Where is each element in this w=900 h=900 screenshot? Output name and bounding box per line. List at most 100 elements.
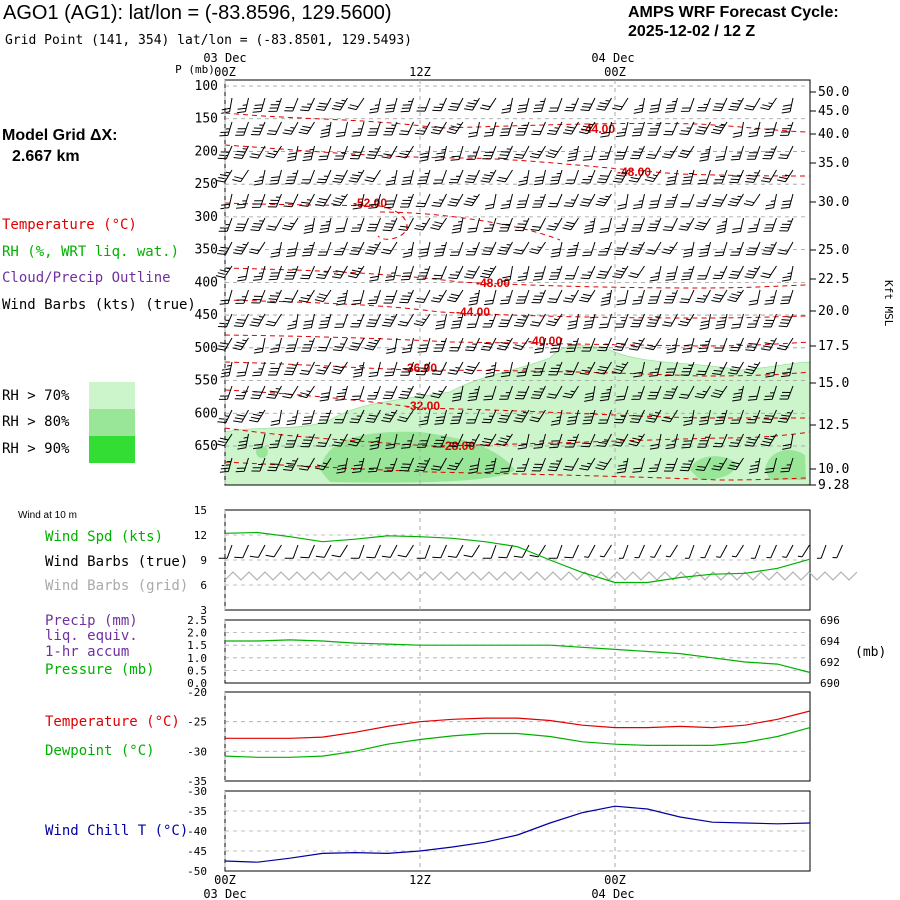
- wind-barb: [513, 145, 530, 159]
- wind-barb: [348, 169, 365, 183]
- wind-barb: [547, 289, 563, 304]
- date-bottom-1: 03 Dec: [203, 887, 246, 900]
- wind-barb: [448, 433, 464, 448]
- legend-temp2: Temperature (°C): [45, 714, 180, 730]
- wind-barb: [578, 121, 596, 135]
- wind-barb: [351, 289, 365, 305]
- wind-barb: [333, 409, 348, 424]
- wind-barb: [699, 313, 711, 330]
- wind-barb: [646, 217, 662, 232]
- wind-barb: [219, 289, 233, 305]
- wind-barb: [727, 457, 744, 471]
- surface-wind-barb: [482, 544, 497, 559]
- wind-barb: [217, 313, 233, 328]
- wind-barb: [465, 409, 480, 424]
- wind-barb: [745, 241, 761, 256]
- wind-barb: [350, 217, 365, 232]
- wind-barb: [616, 289, 629, 306]
- wind-barb: [566, 409, 579, 426]
- wind-barb: [596, 265, 612, 279]
- wind-barb: [286, 409, 299, 426]
- temperature-y-tick: -30: [187, 745, 207, 758]
- wind-barb: [252, 265, 266, 281]
- wind-barb: [694, 385, 711, 399]
- date-top-2: 04 Dec: [591, 51, 634, 65]
- wind-barb: [268, 265, 282, 281]
- wind-barb: [748, 289, 761, 306]
- wind-barb: [270, 241, 282, 258]
- wind-barb: [431, 289, 447, 303]
- wind-barb: [266, 385, 282, 399]
- wind-barb: [350, 313, 365, 328]
- wind-barb: [712, 433, 728, 448]
- wind-barb: [596, 433, 612, 447]
- wind-barb: [533, 433, 546, 449]
- wind-barb: [730, 409, 744, 424]
- wind-barb: [564, 97, 579, 112]
- wind-speed-y-tick: 12: [194, 529, 207, 542]
- wind-barb: [400, 361, 414, 376]
- wind-barb: [761, 241, 777, 256]
- wind-barb: [760, 265, 777, 279]
- wind-barb: [779, 121, 794, 136]
- wind-barb: [747, 217, 761, 233]
- wind-barb: [398, 385, 414, 399]
- temperature-line: [225, 710, 811, 739]
- wind-barb: [496, 337, 513, 351]
- wind-barb: [611, 361, 629, 375]
- wind-barb: [233, 409, 249, 423]
- rh80-spot: [256, 446, 268, 458]
- wind-barb: [480, 337, 497, 351]
- wind-barb: [303, 217, 315, 234]
- wind-barb: [382, 217, 398, 232]
- wind-barb: [645, 409, 662, 423]
- wind-barb: [514, 217, 530, 232]
- wind-barb: [765, 193, 777, 210]
- wind-barb: [235, 289, 249, 304]
- wind-speed-y-tick: 3: [200, 604, 207, 617]
- kft-tick: 40.0: [818, 127, 849, 142]
- wind-barb: [549, 169, 563, 185]
- wind-barb: [746, 145, 761, 160]
- wind-barb: [468, 289, 480, 306]
- wind-barb: [532, 97, 546, 113]
- wind-barb: [315, 97, 332, 111]
- wind-barb: [681, 169, 695, 185]
- wind-barb: [500, 361, 513, 378]
- wind-barb: [283, 193, 299, 208]
- wind-barb: [481, 409, 497, 424]
- wind-barb: [730, 241, 744, 256]
- wind-barb: [252, 361, 266, 377]
- wind-barb: [448, 169, 464, 184]
- surface-wind-barb: [684, 544, 695, 559]
- wind-barb: [600, 289, 612, 306]
- wind-barb: [367, 289, 381, 305]
- wind-barb: [483, 121, 497, 137]
- wind-barb: [595, 457, 612, 471]
- surface-wind-barb: [548, 544, 563, 559]
- wind-barb: [678, 313, 695, 327]
- wind-barb: [515, 289, 530, 304]
- wind-barb: [367, 457, 381, 473]
- wind-barb: [614, 313, 629, 328]
- wind-barb: [448, 265, 464, 280]
- wind-barb: [401, 169, 414, 186]
- wind-barb: [320, 121, 332, 138]
- kft-tick: 35.0: [818, 156, 849, 171]
- wind-barb: [433, 337, 447, 352]
- wind-barb: [546, 385, 563, 399]
- wind-barb: [680, 97, 695, 112]
- wind-barb: [253, 169, 266, 186]
- wind-barb: [744, 97, 761, 111]
- wind-barb: [319, 217, 332, 234]
- wind-barb: [776, 169, 794, 183]
- pressure-tick: 200: [195, 144, 218, 159]
- wind-barb: [432, 265, 447, 280]
- wind-barb: [629, 337, 645, 351]
- time-tick-bottom: 00Z: [604, 873, 626, 887]
- swatch-rh80: [89, 409, 135, 436]
- legend-rh80: RH > 80%: [2, 414, 70, 430]
- wind-barb: [481, 241, 497, 256]
- kft-tick: 9.28: [818, 478, 849, 493]
